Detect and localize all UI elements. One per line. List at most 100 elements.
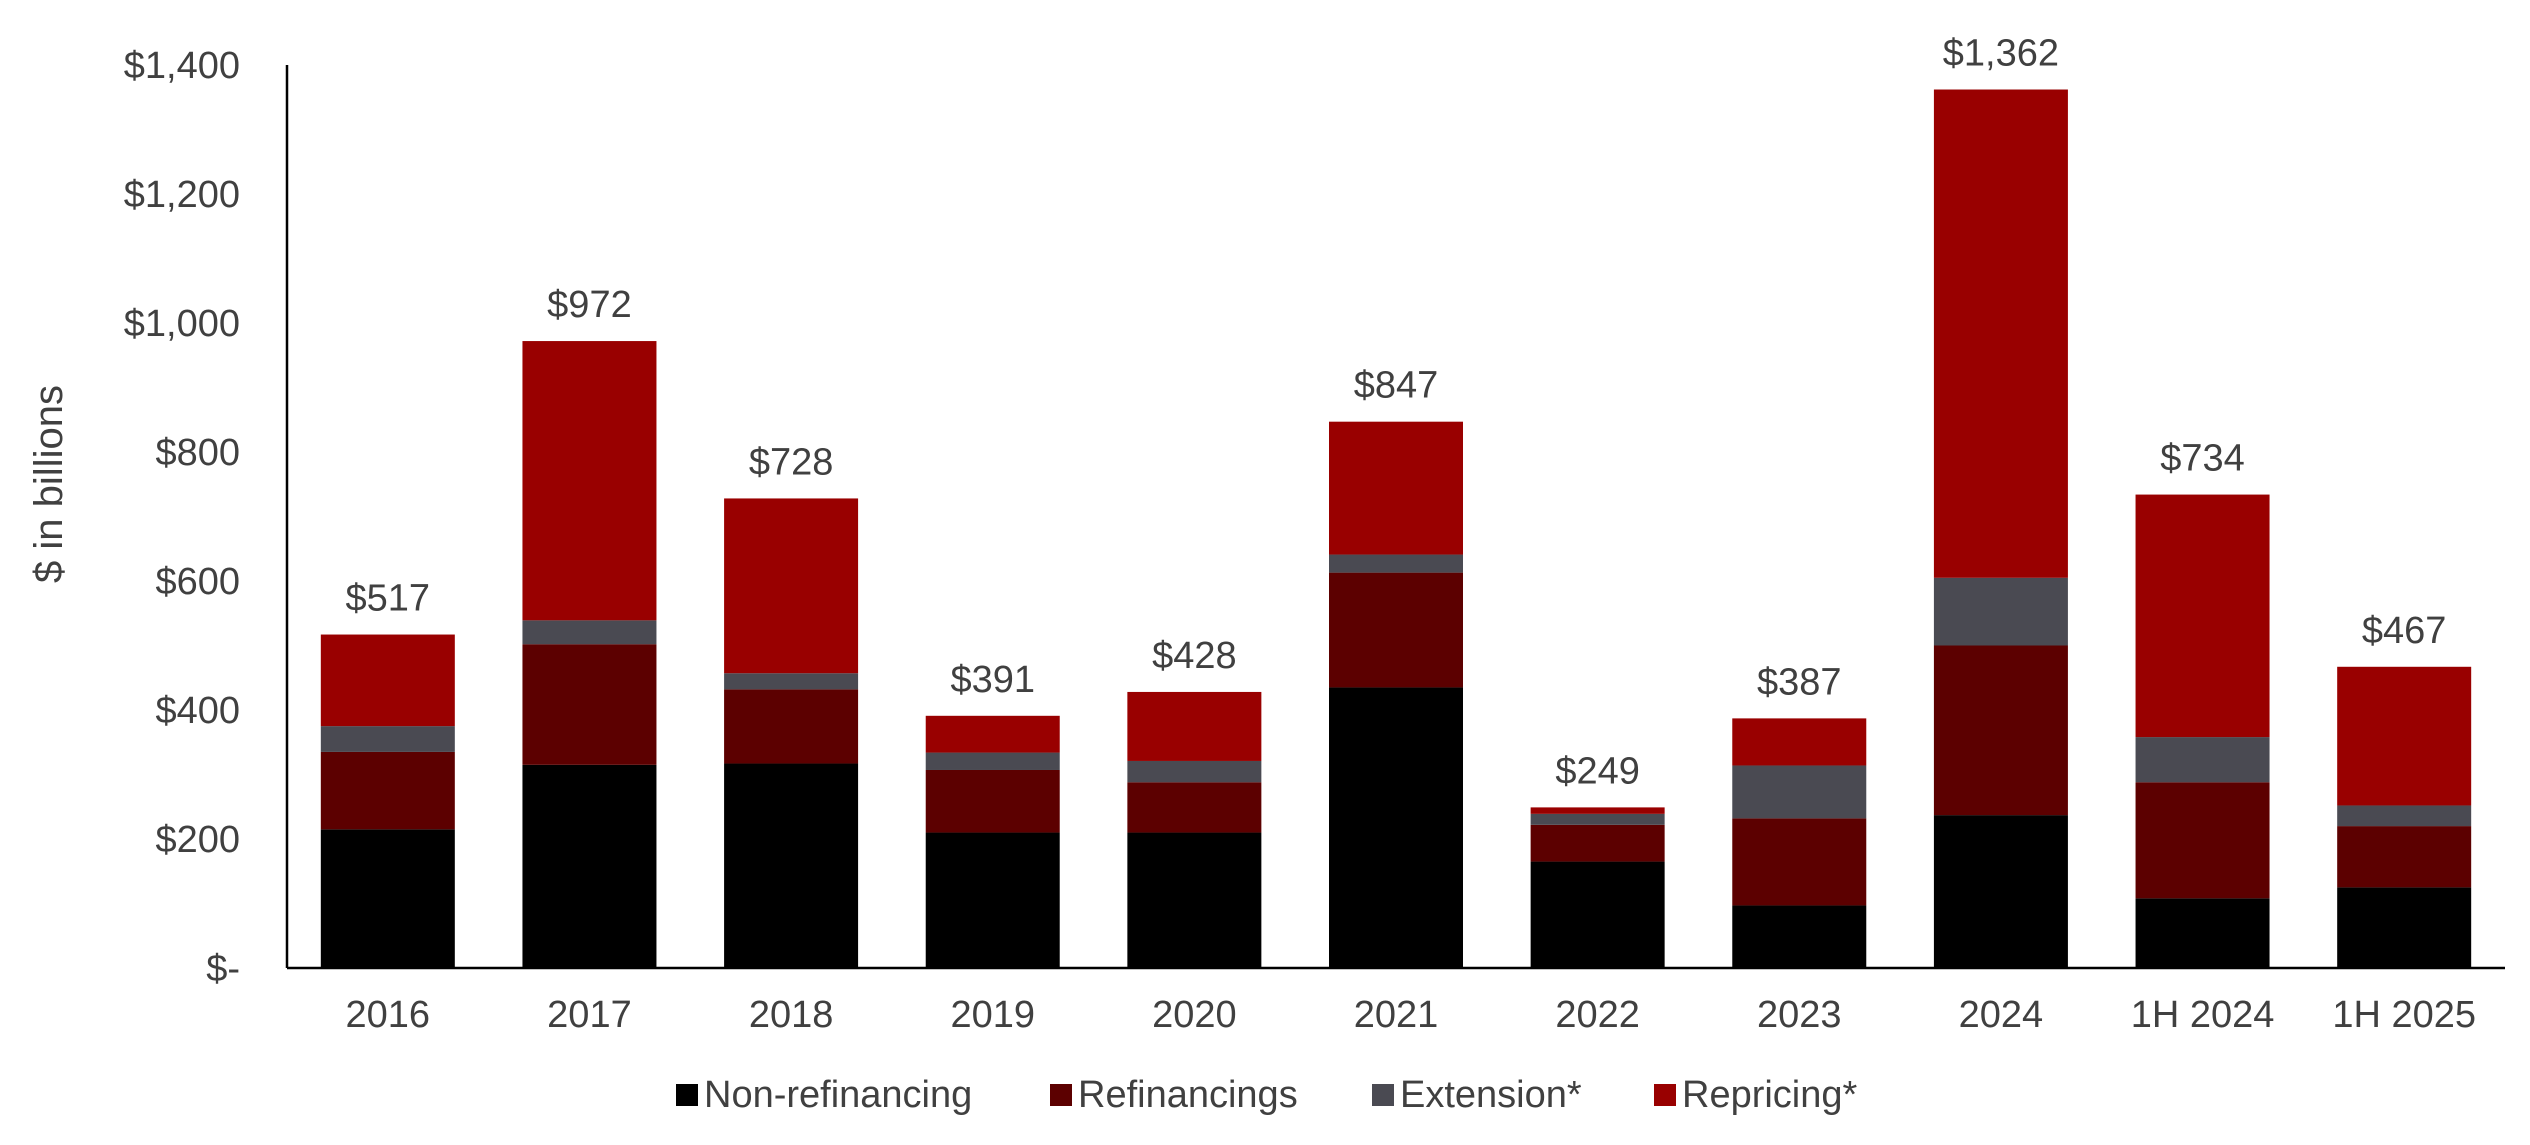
legend-label: Extension* (1400, 1074, 1582, 1116)
bar-segment-extension (724, 673, 859, 690)
bar-segment-extension (1329, 554, 1463, 573)
bar-segment-non-refinancing (1732, 905, 1867, 968)
bar-stack (1127, 691, 1262, 968)
legend-swatch (676, 1084, 698, 1106)
bar-segment-refinancings (1530, 824, 1665, 862)
bar-segment-extension (1933, 577, 2068, 646)
bar-total-label: $517 (346, 578, 431, 620)
bar-segment-non-refinancing (522, 764, 657, 968)
bar-stack (925, 715, 1060, 968)
bar-segment-refinancings (925, 769, 1060, 833)
x-tick-label: 2020 (1152, 994, 1237, 1036)
total-labels-group: $517 $972 $728 $391 $428 $847 $249 $387 $1,362 $7… (346, 33, 2447, 793)
y-tick-label: $1,200 (124, 174, 240, 216)
legend-label: Repricing* (1682, 1074, 1858, 1116)
bar-stack (1329, 421, 1463, 968)
x-tick-label: 1H 2025 (2332, 994, 2476, 1036)
bar-stack (1732, 718, 1867, 968)
bar-segment-repricing (1329, 421, 1463, 555)
bar-segment-refinancings (1127, 782, 1262, 833)
y-axis-title: $ in billions (27, 385, 71, 583)
bar-stack (320, 634, 455, 968)
bar-segment-extension (320, 726, 455, 752)
bar-total-label: $728 (749, 441, 834, 483)
x-tick-label: 2017 (547, 994, 632, 1036)
bar-segment-repricing (522, 341, 657, 621)
bar-total-label: $391 (950, 659, 1035, 701)
x-axis-labels: 2016 2017 2018 2019 2020 2021 2022 2023 2024 1H 2… (346, 994, 2476, 1036)
bar-segment-repricing (320, 634, 455, 727)
bar-total-label: $467 (2362, 610, 2447, 652)
y-tick-label: $- (206, 948, 240, 990)
bar-segment-repricing (2337, 666, 2472, 806)
bar-stack (1530, 807, 1665, 968)
bar-segment-non-refinancing (2337, 887, 2472, 968)
legend-swatch (1372, 1084, 1394, 1106)
bar-segment-extension (1732, 765, 1867, 819)
bar-segment-repricing (1127, 691, 1262, 761)
x-tick-label: 2021 (1354, 994, 1439, 1036)
bar-segment-non-refinancing (724, 763, 859, 968)
bar-segment-extension (1127, 760, 1262, 783)
bar-segment-refinancings (522, 644, 657, 765)
bar-total-label: $428 (1152, 635, 1237, 677)
bar-segment-non-refinancing (2135, 898, 2270, 968)
bar-segment-extension (522, 620, 657, 645)
bar-stack (1933, 89, 2068, 968)
bar-segment-extension (2135, 737, 2270, 783)
bar-total-label: $734 (2160, 438, 2245, 480)
x-tick-label: 2023 (1757, 994, 1842, 1036)
bar-segment-repricing (2135, 494, 2270, 738)
bar-segment-non-refinancing (1127, 832, 1262, 968)
y-tick-label: $400 (155, 690, 240, 732)
bar-segment-refinancings (1329, 572, 1463, 688)
bar-segment-extension (925, 752, 1060, 770)
x-tick-label: 1H 2024 (2131, 994, 2275, 1036)
bar-stack (522, 341, 657, 968)
bar-segment-repricing (1933, 89, 2068, 578)
legend-swatch (1654, 1084, 1676, 1106)
y-tick-label: $800 (155, 432, 240, 474)
legend-label: Non-refinancing (704, 1074, 972, 1116)
bar-segment-non-refinancing (320, 829, 455, 968)
bar-segment-repricing (1732, 718, 1867, 766)
y-tick-label: $1,000 (124, 303, 240, 345)
bar-segment-refinancings (2135, 782, 2270, 899)
bar-segment-refinancings (2337, 826, 2472, 888)
y-axis-ticks: $- $200 $400 $600 $800 $1,000 $1,200 $1,400 (124, 45, 240, 990)
bar-stack (724, 498, 859, 968)
bar-segment-non-refinancing (1530, 861, 1665, 968)
x-tick-label: 2019 (950, 994, 1035, 1036)
y-tick-label: $200 (155, 819, 240, 861)
bar-segment-repricing (1530, 807, 1665, 814)
bar-segment-non-refinancing (1329, 687, 1463, 968)
bar-segment-extension (2337, 805, 2472, 827)
bar-segment-refinancings (724, 689, 859, 764)
bar-stack (2337, 666, 2472, 968)
bar-total-label: $249 (1555, 750, 1640, 792)
bar-total-label: $972 (547, 284, 632, 326)
legend-swatch (1050, 1084, 1072, 1106)
x-tick-label: 2018 (749, 994, 834, 1036)
bar-segment-extension (1530, 813, 1665, 825)
bar-segment-refinancings (1732, 818, 1867, 906)
bar-stack (2135, 494, 2270, 968)
bars-group (320, 89, 2472, 968)
bar-total-label: $387 (1757, 661, 1842, 703)
bar-segment-refinancings (1933, 645, 2068, 816)
legend-label: Refinancings (1078, 1074, 1298, 1116)
x-tick-label: 2016 (346, 994, 431, 1036)
x-tick-label: 2024 (1959, 994, 2044, 1036)
bar-total-label: $1,362 (1943, 33, 2059, 75)
y-tick-label: $600 (155, 561, 240, 603)
bar-segment-non-refinancing (1933, 815, 2068, 968)
y-tick-label: $1,400 (124, 45, 240, 87)
legend: Non-refinancing Refinancings Extension* Rep… (676, 1074, 1858, 1116)
bar-total-label: $847 (1354, 365, 1439, 407)
bar-segment-repricing (925, 715, 1060, 753)
bar-segment-repricing (724, 498, 859, 674)
x-tick-label: 2022 (1555, 994, 1640, 1036)
bar-segment-refinancings (320, 751, 455, 830)
